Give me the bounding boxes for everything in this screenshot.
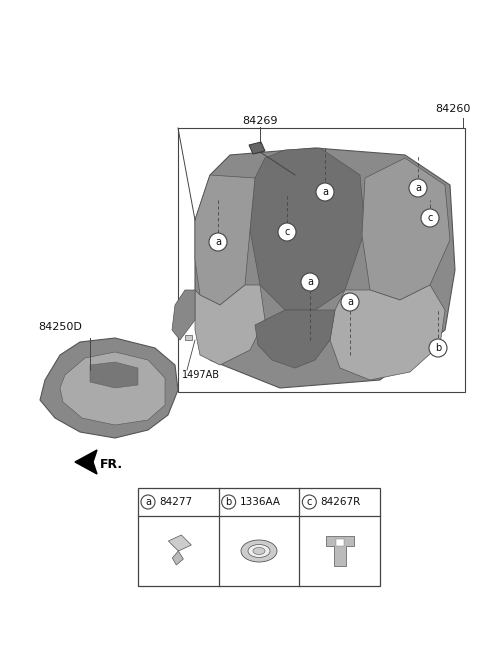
Polygon shape — [330, 285, 445, 380]
Circle shape — [316, 183, 334, 201]
Text: 84269: 84269 — [242, 116, 277, 126]
Polygon shape — [336, 539, 344, 546]
Text: b: b — [226, 497, 232, 507]
Circle shape — [409, 179, 427, 197]
Polygon shape — [362, 158, 450, 300]
Circle shape — [341, 293, 359, 311]
Text: 84267R: 84267R — [320, 497, 360, 507]
Text: 84277: 84277 — [159, 497, 192, 507]
Polygon shape — [40, 338, 178, 438]
Text: a: a — [145, 497, 151, 507]
Polygon shape — [195, 148, 455, 388]
Circle shape — [421, 209, 439, 227]
Text: 1497AB: 1497AB — [182, 370, 220, 380]
Bar — [138, 488, 380, 586]
Circle shape — [209, 233, 227, 251]
Text: c: c — [284, 227, 290, 237]
Polygon shape — [168, 535, 192, 551]
Ellipse shape — [253, 548, 265, 554]
Polygon shape — [249, 142, 265, 154]
Polygon shape — [90, 362, 138, 388]
Bar — [178, 128, 465, 392]
Text: 84250D: 84250D — [38, 322, 82, 332]
Polygon shape — [250, 148, 365, 310]
Circle shape — [302, 495, 316, 509]
Circle shape — [278, 223, 296, 241]
Polygon shape — [60, 352, 165, 425]
Polygon shape — [172, 290, 195, 340]
Bar — [185, 335, 192, 340]
Polygon shape — [195, 175, 255, 305]
Text: c: c — [427, 213, 432, 223]
Circle shape — [429, 339, 447, 357]
Polygon shape — [255, 310, 335, 368]
Polygon shape — [195, 285, 265, 365]
Polygon shape — [172, 551, 183, 565]
Text: 1336AA: 1336AA — [240, 497, 281, 507]
Circle shape — [301, 273, 319, 291]
Text: a: a — [322, 187, 328, 197]
Text: a: a — [347, 297, 353, 307]
Text: a: a — [307, 277, 313, 287]
Circle shape — [222, 495, 236, 509]
Text: c: c — [307, 497, 312, 507]
Polygon shape — [325, 536, 354, 566]
Ellipse shape — [241, 540, 277, 562]
Text: a: a — [415, 183, 421, 193]
Ellipse shape — [248, 544, 270, 558]
Circle shape — [141, 495, 155, 509]
Text: a: a — [215, 237, 221, 247]
Text: FR.: FR. — [100, 459, 123, 472]
Text: b: b — [435, 343, 441, 353]
Text: 84260: 84260 — [435, 104, 470, 114]
Polygon shape — [75, 450, 97, 474]
